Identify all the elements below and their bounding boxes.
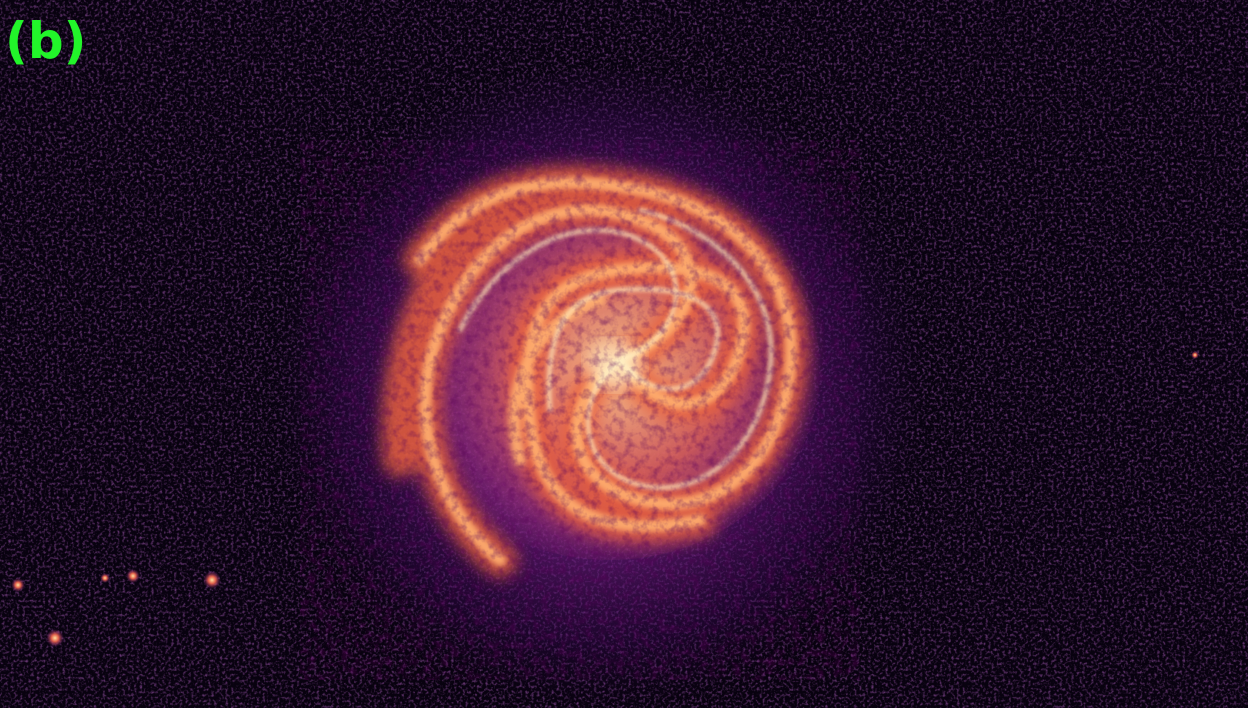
panel-label: (b) [5,12,87,70]
dust-texture [300,140,860,680]
field-stars [11,351,1199,647]
